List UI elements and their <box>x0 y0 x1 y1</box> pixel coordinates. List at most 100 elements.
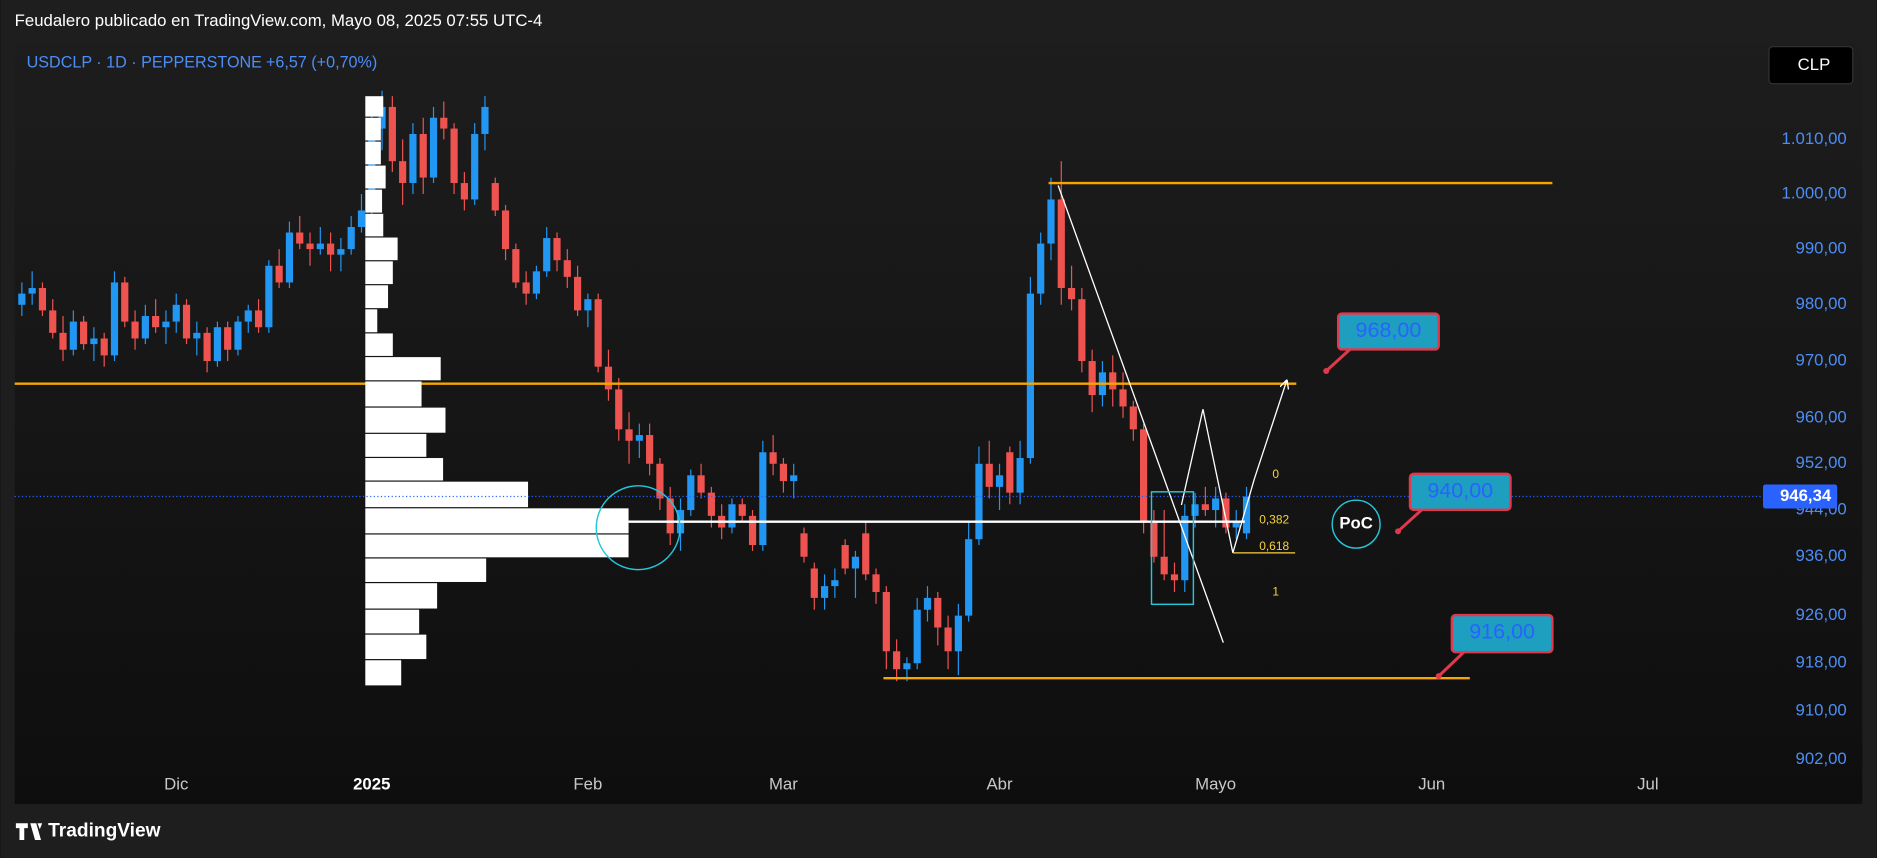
candle-body <box>851 556 860 569</box>
callout-box <box>1408 472 1512 511</box>
volume-profile-bar <box>365 634 427 660</box>
candle-body <box>429 117 438 178</box>
candle-body <box>954 615 962 652</box>
volume-profile-bar <box>365 117 381 141</box>
candle-body <box>316 243 324 250</box>
candle-body <box>172 304 180 322</box>
highlight-circle <box>595 485 681 571</box>
candle-body <box>573 276 582 311</box>
candle-body <box>543 238 551 272</box>
candle-body <box>357 210 366 227</box>
currency[interactable]: CLP <box>1798 55 1831 74</box>
callout-dot <box>1435 673 1442 680</box>
callout-pointer <box>1397 506 1426 533</box>
poc-label: PoC <box>1339 514 1373 533</box>
candle-body <box>1140 429 1148 522</box>
fib-label: 1 <box>1272 584 1279 598</box>
candle-body <box>584 299 592 311</box>
volume-profile-bar <box>365 534 629 558</box>
currency-box[interactable] <box>1768 46 1854 85</box>
candle-body <box>1047 199 1055 244</box>
callout-text: 968,00 <box>1356 318 1422 342</box>
volume-profile-bar <box>365 508 629 534</box>
candle-body <box>182 304 191 339</box>
callout-pointer <box>1325 345 1354 373</box>
candle-body <box>1242 496 1251 534</box>
candle-body <box>471 133 479 200</box>
candle-body <box>254 310 263 328</box>
volume-profile-bar <box>365 141 381 165</box>
candle-body <box>759 452 767 546</box>
candle-body <box>1191 504 1199 516</box>
y-tick-label: 960,00 <box>1796 407 1847 426</box>
candle-body <box>1078 299 1086 362</box>
candle-body <box>306 243 314 250</box>
last-price-box <box>1762 484 1838 509</box>
x-tick-label: Mar <box>769 774 798 793</box>
candle-body <box>1109 372 1117 390</box>
y-tick-label: 1.000,00 <box>1782 183 1847 202</box>
candle-body <box>213 327 221 362</box>
candle-body <box>337 249 345 255</box>
candle-body <box>440 117 448 129</box>
volume-profile-bar <box>365 558 487 582</box>
candle-body <box>779 463 788 482</box>
fib-label: 0,382 <box>1259 513 1289 527</box>
candle-body <box>38 288 47 311</box>
x-tick-label: Dic <box>164 774 188 793</box>
candle-body <box>512 249 520 283</box>
candle-body <box>872 574 880 593</box>
candle-body <box>419 133 427 178</box>
candle-body <box>347 226 355 250</box>
candle-body <box>790 475 798 482</box>
candle-body <box>141 315 149 339</box>
fib-label: 0 <box>1272 467 1279 481</box>
candle-body <box>800 533 808 557</box>
candle-body <box>110 282 119 356</box>
volume-profile-bar <box>365 357 441 381</box>
y-axis: Dic 2025 Feb Mar Abr Mayo Jun Jul 1.010,00 1.000,… <box>164 129 1847 794</box>
volume-profile-bar <box>365 309 378 333</box>
footer-logo: TradingView <box>48 821 160 842</box>
volume-profile-bar <box>365 285 389 309</box>
candle-body <box>285 232 294 283</box>
candle-body <box>152 315 160 328</box>
candle-body <box>563 260 571 277</box>
candle-body <box>738 504 746 516</box>
candle-body <box>615 389 623 430</box>
y-tick-label: 936,00 <box>1796 546 1847 565</box>
candle-body <box>1201 504 1209 511</box>
candle-body <box>121 282 129 322</box>
candle-body <box>522 282 530 294</box>
candle-body <box>1181 515 1189 581</box>
volume-profile-bar <box>365 213 384 237</box>
candle-body <box>450 128 458 184</box>
volume-profile-bar <box>365 261 393 285</box>
drawings: PoC 0 0,382 0,618 1 968,00 940,00 916,00 <box>595 185 1554 680</box>
candle-body <box>131 321 139 339</box>
y-tick-label: 980,00 <box>1796 294 1847 313</box>
candle-body <box>501 210 510 250</box>
candle-body <box>820 586 829 598</box>
candle-body <box>1150 521 1158 557</box>
candle-body <box>234 321 242 350</box>
x-tick-label: Jun <box>1418 774 1445 793</box>
candle-body <box>965 539 973 616</box>
candle-body <box>903 663 911 670</box>
candle-body <box>893 651 901 670</box>
candle-body <box>728 504 736 528</box>
candle-body <box>1119 389 1127 407</box>
y-tick-label: 926,00 <box>1796 605 1847 624</box>
candle-body <box>244 310 252 322</box>
candle-body <box>635 435 643 441</box>
volume-profile-bar <box>365 583 438 609</box>
x-tick-label: Jul <box>1637 774 1658 793</box>
candle-body <box>100 338 108 356</box>
candle-body <box>646 435 654 464</box>
candle-body <box>944 627 952 652</box>
y-tick-label: 910,00 <box>1796 701 1847 720</box>
candle-body <box>995 475 1004 487</box>
y-tick-label: 952,00 <box>1796 453 1847 472</box>
candle-body <box>275 265 283 283</box>
candle-body <box>831 580 839 587</box>
